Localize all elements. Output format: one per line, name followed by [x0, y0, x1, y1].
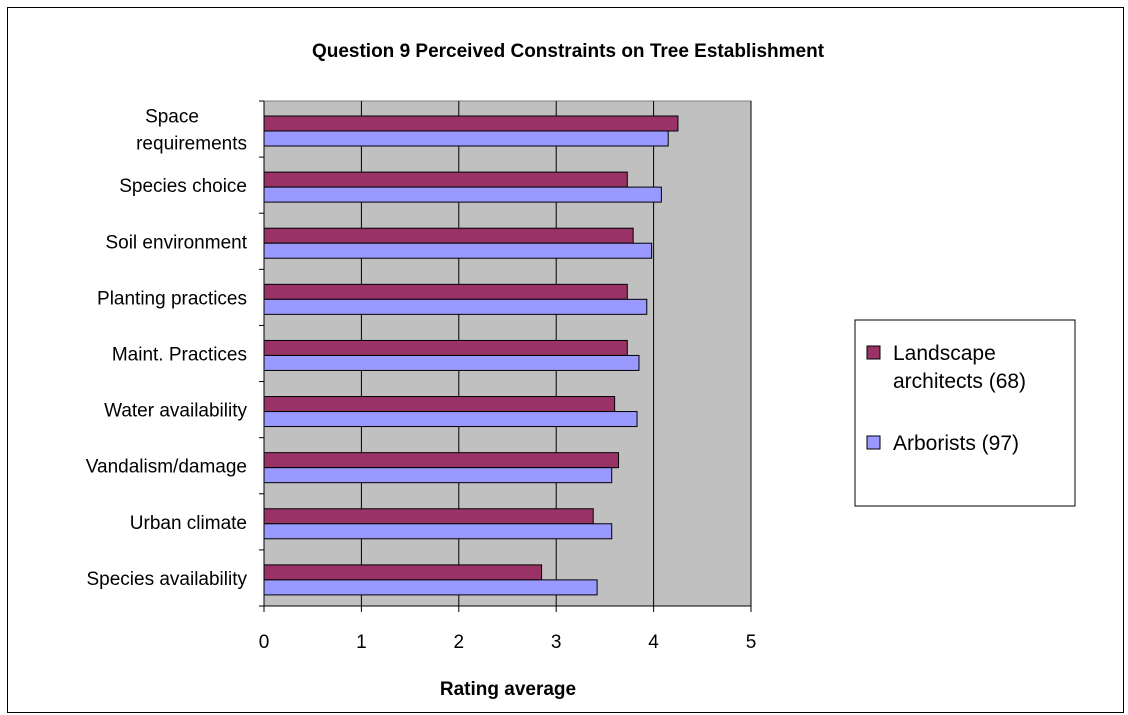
chart-title: Question 9 Perceived Constraints on Tree… [312, 41, 825, 62]
bar [263, 396, 616, 413]
bars [263, 115, 679, 596]
bar [263, 227, 634, 244]
bar [263, 523, 613, 540]
bar [263, 452, 620, 469]
bar [263, 242, 653, 259]
category-label: Planting practices [97, 288, 247, 309]
bar [263, 283, 628, 300]
legend-swatch [866, 435, 881, 450]
bar [263, 171, 628, 188]
x-tick-label: 2 [454, 632, 465, 653]
x-tick-label: 3 [551, 632, 562, 653]
x-tick-label: 4 [648, 632, 659, 653]
bar [263, 354, 640, 371]
legend-label: architects (68) [893, 370, 1026, 393]
axes [259, 100, 752, 612]
category-label: Soil environment [105, 232, 247, 253]
bar [263, 186, 662, 203]
legend-box [854, 319, 1076, 507]
legend: Landscape architects (68) Arborists (97) [854, 319, 1076, 507]
x-tick-labels: 0 1 2 3 4 5 [259, 632, 757, 653]
category-label: Vandalism/damage [86, 457, 247, 478]
bar [263, 564, 543, 581]
x-tick-label: 0 [259, 632, 270, 653]
bar [263, 115, 679, 132]
category-label: Species availability [86, 569, 247, 590]
category-label: Maint. Practices [112, 345, 247, 366]
legend-label: Landscape [893, 342, 996, 365]
legend-label: Arborists (97) [893, 432, 1019, 455]
category-labels: Space requirements Species choice Soil envi… [86, 107, 248, 590]
x-axis-title: Rating average [440, 679, 576, 700]
category-label: requirements [136, 134, 247, 155]
bar [263, 411, 638, 428]
category-label: Species choice [119, 176, 247, 197]
bar [263, 579, 598, 596]
bar [263, 298, 648, 315]
legend-swatch [866, 345, 881, 360]
category-label: Urban climate [130, 513, 247, 534]
category-label: Water availability [104, 401, 247, 422]
bar [263, 130, 669, 147]
bar [263, 339, 628, 356]
bar [263, 467, 613, 484]
bar [263, 508, 594, 525]
category-label: Space [145, 107, 199, 128]
x-tick-label: 1 [356, 632, 367, 653]
x-tick-label: 5 [746, 632, 757, 653]
